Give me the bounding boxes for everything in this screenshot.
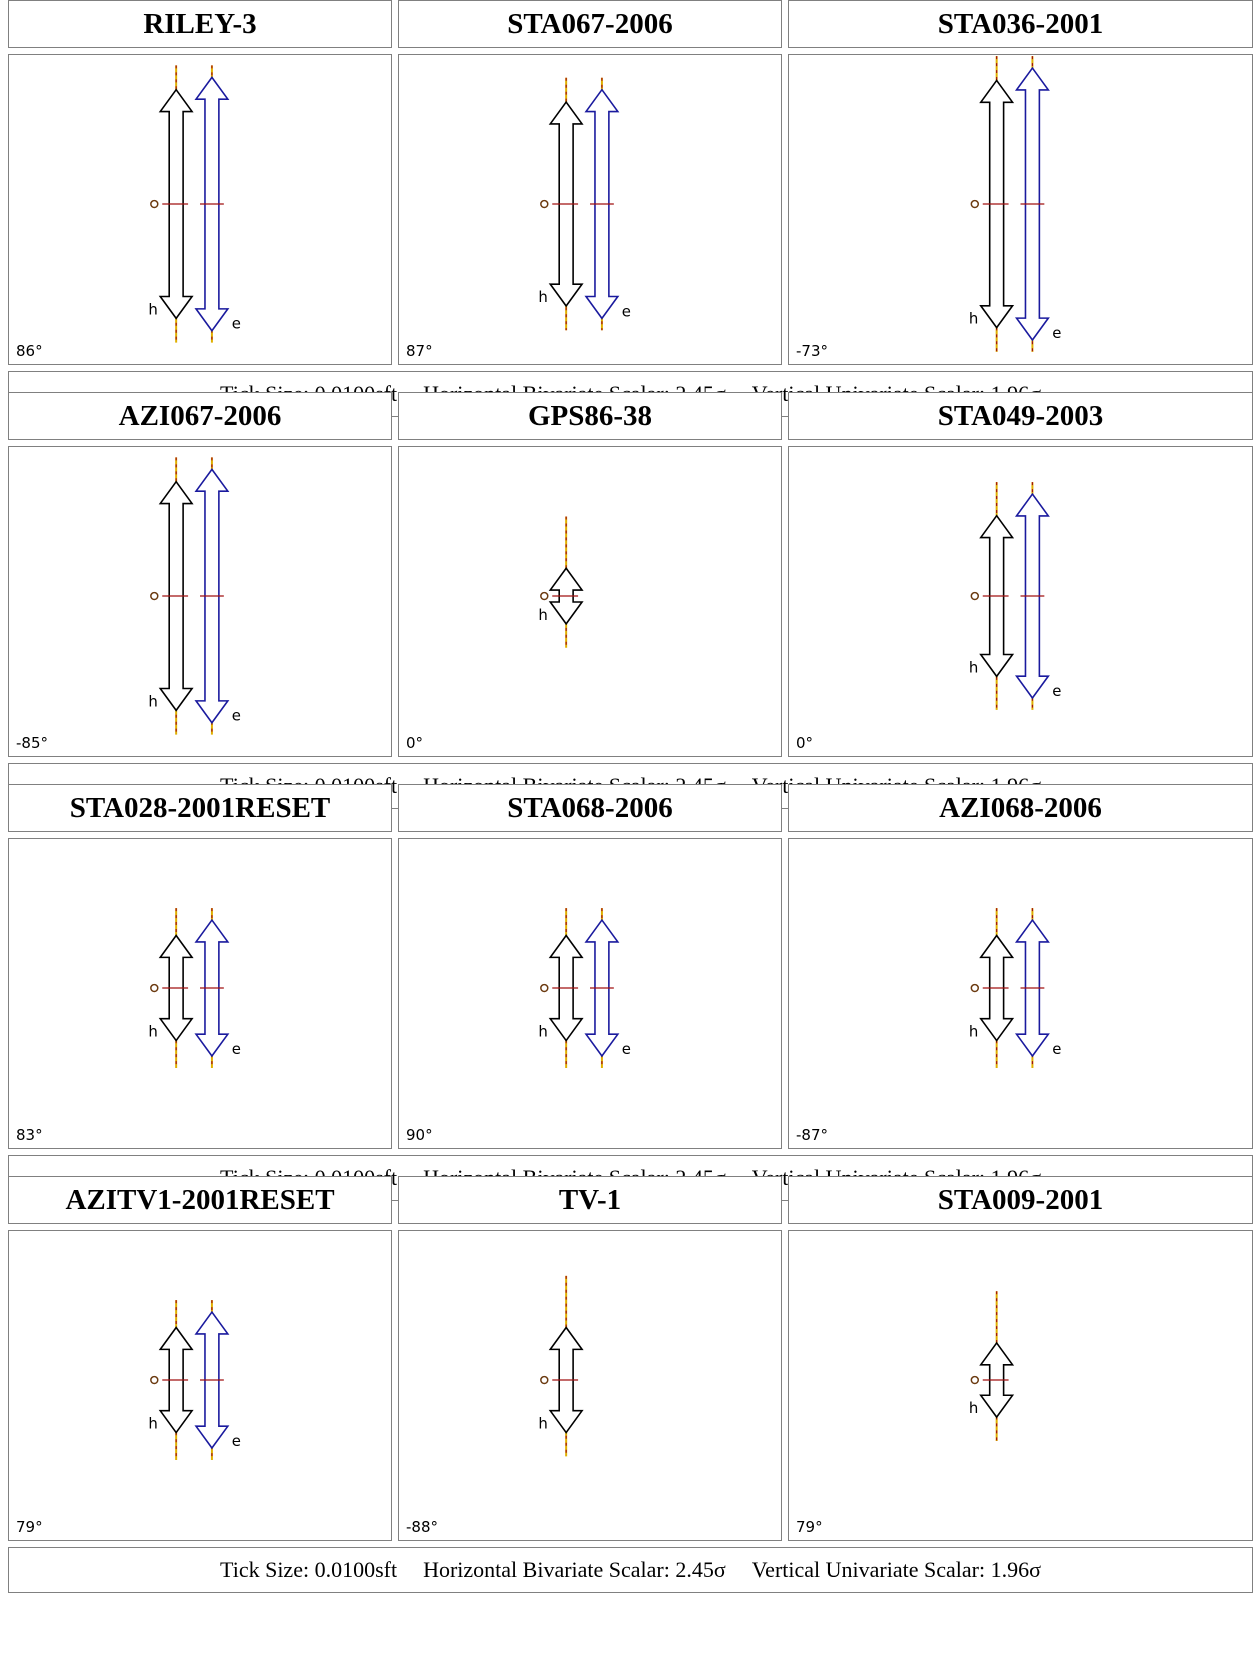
center-cross [150,983,224,993]
h-label: h [538,1023,547,1041]
rotation-angle: 0° [796,734,814,752]
center-cross [150,199,224,209]
footer-horizontal-scalar: Horizontal Bivariate Scalar: 2.45σ [423,1557,726,1582]
station-name: STA028-2001RESET [8,784,392,832]
error-ellipse-plot: h e -73° [788,54,1253,365]
e-label: e [232,1432,241,1450]
rotation-angle: 86° [16,342,43,360]
station-name: STA049-2003 [788,392,1253,440]
error-ellipse-plot: h 0° [398,446,782,757]
center-cross [540,983,614,993]
error-ellipse-plot: h e -87° [788,838,1253,1149]
center-cross [970,591,1045,601]
station-name: TV-1 [398,1176,782,1224]
error-ellipse-plot: h e 87° [398,54,782,365]
plot-canvas: he [969,482,1061,710]
footer-tick-size: Tick Size: 0.0100sft [220,1557,398,1582]
h-label: h [969,1023,978,1041]
plot-canvas: he [969,908,1061,1068]
scalar-footer: Tick Size: 0.0100sft Horizontal Bivariate… [8,1547,1253,1593]
rotation-angle: 83° [16,1126,43,1144]
e-label: e [232,1040,241,1058]
error-ellipse-plot: h e 83° [8,838,392,1149]
center-cross [540,1375,579,1385]
center-cross [150,591,224,601]
error-ellipse-plot: h e -85° [8,446,392,757]
error-ellipse-plot: h 79° [788,1230,1253,1541]
plot-canvas: h [538,516,584,648]
station-name: AZI068-2006 [788,784,1253,832]
station-name: STA068-2006 [398,784,782,832]
e-label: e [1052,1040,1061,1058]
rotation-angle: 0° [406,734,424,752]
plot-canvas: h [538,1275,584,1457]
station-name: STA036-2001 [788,0,1253,48]
rotation-angle: -85° [16,734,48,752]
rotation-angle: -88° [406,1518,438,1536]
footer-vertical-scalar: Vertical Univariate Scalar: 1.96σ [751,1557,1041,1582]
plot-canvas: he [538,908,631,1068]
e-label: e [232,707,241,725]
rotation-angle: -87° [796,1126,828,1144]
rotation-angle: 87° [406,342,433,360]
h-label: h [148,1023,157,1041]
h-label: h [538,606,547,624]
center-cross [970,983,1045,993]
center-cross [540,591,579,601]
station-name: STA009-2001 [788,1176,1253,1224]
center-cross [970,1375,1009,1385]
plot-canvas: he [148,457,241,735]
error-ellipse-plot: h e 86° [8,54,392,365]
station-name: STA067-2006 [398,0,782,48]
plot-canvas: he [148,1300,241,1460]
h-label: h [148,300,157,318]
plot-canvas: he [538,77,631,331]
center-cross [970,199,1045,209]
h-label: h [148,1415,157,1433]
e-label: e [622,302,631,320]
error-ellipse-plot: h e 90° [398,838,782,1149]
station-name: AZITV1-2001RESET [8,1176,392,1224]
plot-canvas: h [969,1291,1015,1441]
e-label: e [1052,324,1061,342]
station-group: Tick Size: 0.0100sft Horizontal Bivariate… [8,1176,1253,1593]
rotation-angle: -73° [796,342,828,360]
e-label: e [622,1040,631,1058]
error-ellipse-plot: h -88° [398,1230,782,1541]
h-label: h [148,692,157,710]
rotation-angle: 79° [796,1518,823,1536]
e-label: e [232,315,241,333]
rotation-angle: 90° [406,1126,433,1144]
plot-canvas: he [148,65,241,343]
station-name: GPS86-38 [398,392,782,440]
e-label: e [1052,682,1061,700]
error-ellipse-plot: h e 0° [788,446,1253,757]
center-cross [540,199,614,209]
h-label: h [969,1399,978,1417]
error-ellipse-plot: h e 79° [8,1230,392,1541]
center-cross [150,1375,224,1385]
rotation-angle: 79° [16,1518,43,1536]
plot-canvas: he [969,56,1061,352]
station-name: RILEY-3 [8,0,392,48]
station-name: AZI067-2006 [8,392,392,440]
h-label: h [538,288,547,306]
h-label: h [538,1415,547,1433]
report-frame: Tick Size: 0.0100sft Horizontal Bivariate… [8,0,1253,1672]
h-label: h [969,310,978,328]
h-label: h [969,658,978,676]
plot-canvas: he [148,908,241,1068]
